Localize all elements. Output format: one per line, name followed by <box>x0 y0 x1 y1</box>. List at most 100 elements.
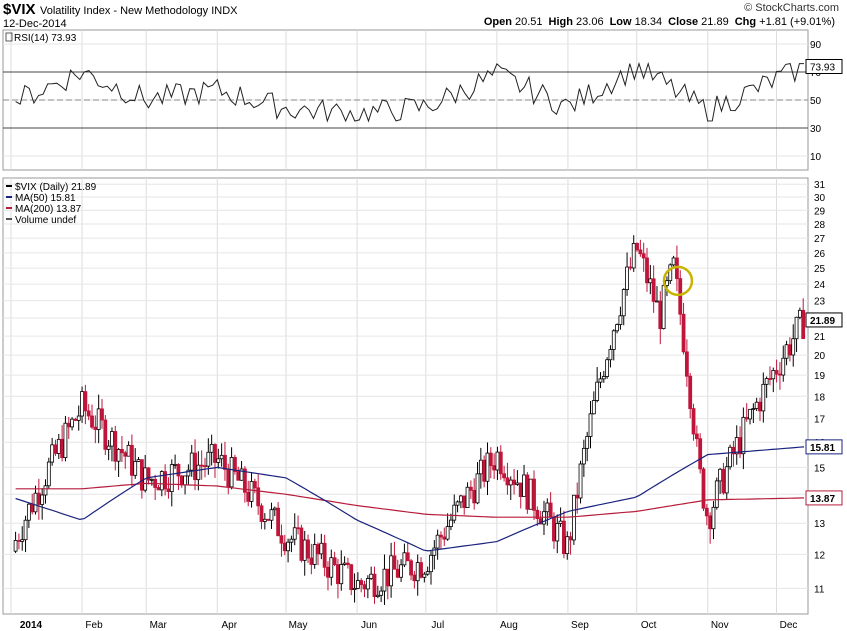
candle <box>571 494 576 545</box>
price-tick-label: 17 <box>814 415 826 426</box>
candle-body <box>223 454 227 470</box>
candle <box>83 384 88 425</box>
candle-body <box>342 562 347 565</box>
candle-body <box>562 520 566 555</box>
price-tick-label: 27 <box>814 234 826 245</box>
candle-body <box>415 562 420 582</box>
candle <box>312 533 317 569</box>
candle-body <box>326 566 330 578</box>
candle <box>439 531 443 550</box>
ma50-tag-text: 15.81 <box>810 443 835 454</box>
legend-entry: Volume undef <box>15 215 76 226</box>
candle-body <box>276 507 281 537</box>
x-axis-month-label: Aug <box>500 620 518 631</box>
candle <box>714 477 719 510</box>
x-axis-month-label: 2014 <box>20 620 43 631</box>
candle-body <box>282 542 287 552</box>
highlight-circle <box>662 265 694 297</box>
candle-body <box>355 580 360 589</box>
candle <box>322 534 327 577</box>
candle <box>20 526 25 551</box>
candle-body <box>116 449 121 462</box>
candle-body <box>601 376 606 380</box>
price-tick-label: 31 <box>814 180 826 191</box>
candle <box>588 400 593 449</box>
candle <box>286 538 290 563</box>
candle-body <box>545 502 550 513</box>
candle <box>502 465 507 482</box>
candle <box>645 247 649 292</box>
candle <box>103 415 108 455</box>
candle <box>611 329 616 361</box>
candle <box>120 436 124 463</box>
candle-body <box>312 544 317 565</box>
candle-body <box>375 594 380 597</box>
candle <box>678 270 683 325</box>
ohlc-high-value: 23.06 <box>576 16 604 28</box>
candle-body <box>571 494 576 541</box>
candle-body <box>409 560 413 576</box>
price-tick-label: 13 <box>814 519 826 530</box>
candle-body <box>788 344 792 356</box>
candlestick-series <box>13 235 806 605</box>
candle-body <box>269 509 274 521</box>
candle <box>801 298 806 340</box>
candle-body <box>389 555 394 587</box>
candle-body <box>492 465 497 471</box>
candle-body <box>518 482 523 497</box>
x-axis-month-label: Sep <box>571 620 589 631</box>
candle <box>113 425 118 471</box>
candle <box>116 448 121 477</box>
candle <box>555 514 560 554</box>
candle-body <box>419 562 423 578</box>
candle-body <box>40 494 45 505</box>
candle <box>379 586 384 603</box>
candle <box>704 504 709 526</box>
candle <box>186 464 191 485</box>
candle-body <box>595 381 600 401</box>
candle-body <box>193 452 197 481</box>
candle <box>528 478 533 510</box>
candle-body <box>236 471 241 481</box>
candle <box>578 460 583 504</box>
candle-body <box>628 266 633 269</box>
candle-body <box>23 519 28 541</box>
candle <box>452 494 457 524</box>
candle <box>625 252 629 296</box>
candle <box>595 366 600 403</box>
candle-body <box>163 471 168 490</box>
candle-body <box>618 315 623 325</box>
ma200-tag: 13.87 <box>805 490 843 506</box>
candle-body <box>568 536 573 541</box>
candle <box>605 357 610 379</box>
candle-body <box>658 300 663 330</box>
candle-body <box>399 564 403 578</box>
candle-body <box>60 438 65 459</box>
candle <box>681 302 686 355</box>
candle-body <box>635 243 639 251</box>
candle <box>781 345 786 382</box>
ma50-line <box>15 446 805 552</box>
candle <box>711 501 716 540</box>
candle-body <box>791 338 796 356</box>
candle <box>455 500 460 513</box>
candle <box>13 531 18 553</box>
candle-body <box>691 408 696 435</box>
candle-body <box>449 519 453 527</box>
candle-body <box>209 444 214 453</box>
candle <box>741 407 746 470</box>
candle-body <box>591 400 596 415</box>
candle-body <box>678 278 683 315</box>
candle-body <box>369 573 374 579</box>
candle-body <box>784 344 789 359</box>
candle-body <box>668 264 673 282</box>
ohlc-high-label: High <box>548 16 577 28</box>
x-axis-month-label: Apr <box>221 620 237 631</box>
candle <box>631 235 636 272</box>
candle <box>23 515 28 553</box>
candle-body <box>655 300 659 303</box>
candle-body <box>422 573 427 578</box>
candle-body <box>63 422 68 459</box>
candle-body <box>365 578 370 590</box>
